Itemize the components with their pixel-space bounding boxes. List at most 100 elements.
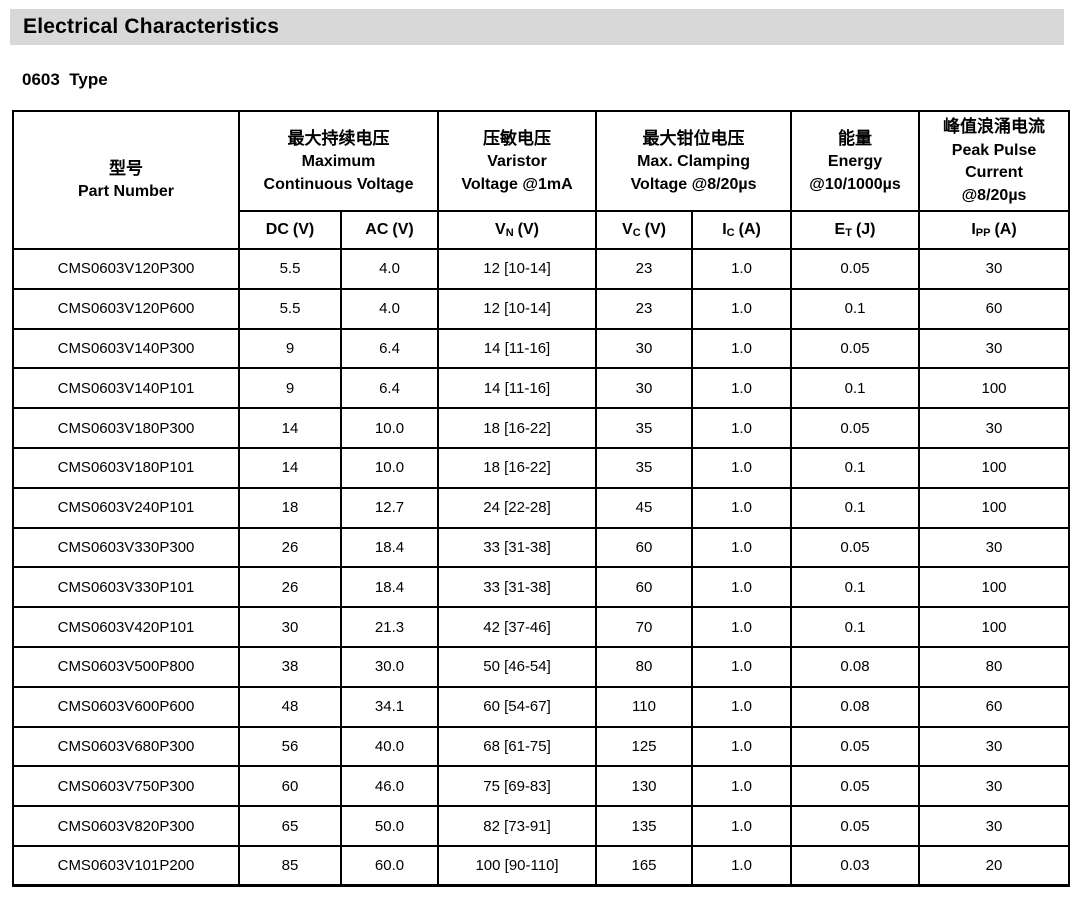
cell-ic: 1.0 [691,327,793,370]
cell-vc: 23 [595,248,694,290]
cell-dc: 85 [238,844,342,887]
cell-part: CMS0603V600P600 [12,685,240,728]
cell-ipp: 100 [918,486,1071,529]
cell-ic: 1.0 [691,765,793,808]
cell-et: 0.08 [790,685,921,728]
cell-dc: 26 [238,566,342,609]
subheader-vn: VN (V) [437,210,598,250]
cell-part: CMS0603V500P800 [12,645,240,688]
cell-part: CMS0603V101P200 [12,844,240,887]
cell-ac: 10.0 [339,407,440,449]
header-varistor-voltage: 压敏电压 Varistor Voltage @1mA [437,110,598,212]
cell-vc: 135 [595,805,694,847]
table-row: CMS0603V180P101 14 10.0 18 [16-22] 35 1.0 0.1 1… [12,446,1071,489]
cell-ic: 1.0 [691,446,793,489]
table-row: CMS0603V420P101 30 21.3 42 [37-46] 70 1.0 0.1 1… [12,606,1071,648]
cell-vc: 60 [595,566,694,609]
cell-ac: 21.3 [339,606,440,648]
cell-ic: 1.0 [691,407,793,449]
cell-part: CMS0603V750P300 [12,765,240,808]
header-max-clamping-voltage: 最大钳位电压 Max. Clamping Voltage @8/20µs [595,110,793,212]
cell-et: 0.05 [790,725,921,768]
type-subtitle: 0603 Type [22,70,108,89]
section-title-bar: Electrical Characteristics [10,9,1064,45]
table-row: CMS0603V680P300 56 40.0 68 [61-75] 125 1.0 0.0… [12,725,1071,768]
cell-ic: 1.0 [691,248,793,290]
header-part-number: 型号 Part Number [12,110,240,250]
cell-vn: 18 [16-22] [437,407,598,449]
cell-vn: 60 [54-67] [437,685,598,728]
cell-ac: 12.7 [339,486,440,529]
cell-dc: 26 [238,526,342,569]
cell-et: 0.05 [790,526,921,569]
header-max-continuous-voltage: 最大持续电压 Maximum Continuous Voltage [237,110,440,212]
cell-ac: 30.0 [339,645,440,688]
cell-et: 0.05 [790,407,921,449]
cell-dc: 56 [238,725,342,768]
cell-vc: 125 [595,725,694,768]
cell-ic: 1.0 [691,287,793,330]
header-group-row: 型号 Part Number 最大持续电压 Maximum Continuous… [12,110,1071,250]
cell-part: CMS0603V140P101 [12,367,240,410]
cell-vn: 14 [11-16] [437,327,598,370]
cell-vc: 60 [595,526,694,569]
cell-vc: 70 [595,606,694,648]
cell-vc: 80 [595,645,694,688]
cell-part: CMS0603V240P101 [12,486,240,529]
cell-ic: 1.0 [691,725,793,768]
subheader-vc: VC (V) [595,210,694,250]
table-row: CMS0603V140P300 9 6.4 14 [11-16] 30 1.0 0.05 30 [12,327,1071,370]
cell-vc: 35 [595,446,694,489]
cell-vn: 14 [11-16] [437,367,598,410]
cell-part: CMS0603V120P300 [12,248,240,290]
cell-et: 0.1 [790,367,921,410]
cell-part: CMS0603V180P101 [12,446,240,489]
cell-ac: 18.4 [339,566,440,609]
cell-dc: 48 [238,685,342,728]
cell-ipp: 30 [918,327,1071,370]
header-sub-row: DC (V) AC (V) VN (V) VC (V) IC (A) ET (J) IPP(… [13,210,1071,250]
cell-et: 0.05 [790,765,921,808]
table-row: CMS0603V120P600 5.5 4.0 12 [10-14] 23 1.0 0.1 6… [12,287,1071,330]
header-energy-en: Energy @10/1000µs [809,153,901,193]
cell-dc: 9 [238,367,342,410]
header-varistor-voltage-zh: 压敏电压 [483,128,552,148]
cell-ac: 4.0 [339,248,440,290]
cell-ipp: 20 [918,844,1071,887]
subheader-ic: IC (A) [691,210,793,250]
cell-ic: 1.0 [691,645,793,688]
cell-ipp: 100 [918,606,1071,648]
cell-vc: 165 [595,844,694,887]
table-row: CMS0603V500P800 38 30.0 50 [46-54] 80 1.0 0.08… [12,645,1071,688]
cell-ac: 50.0 [339,805,440,847]
table-row: CMS0603V120P300 5.5 4.0 12 [10-14] 23 1.0 0.05… [12,248,1071,290]
cell-vn: 12 [10-14] [437,248,598,290]
cell-dc: 5.5 [238,248,342,290]
header-max-clamping-voltage-zh: 最大钳位电压 [642,128,745,148]
cell-vn: 75 [69-83] [437,765,598,808]
cell-ipp: 30 [918,248,1071,290]
cell-et: 0.03 [790,844,921,887]
cell-dc: 5.5 [238,287,342,330]
cell-ic: 1.0 [691,606,793,648]
table-row: CMS0603V750P300 60 46.0 75 [69-83] 130 1.0 0.0… [12,765,1071,808]
header-max-continuous-voltage-en: Maximum Continuous Voltage [263,153,414,193]
cell-ipp: 30 [918,526,1071,569]
cell-et: 0.08 [790,645,921,688]
cell-ipp: 30 [918,765,1071,808]
table-row: CMS0603V330P300 26 18.4 33 [31-38] 60 1.0 0.05… [12,526,1071,569]
cell-dc: 18 [238,486,342,529]
table-row: CMS0603V600P600 48 34.1 60 [54-67] 110 1.0 0.0… [12,685,1071,728]
cell-part: CMS0603V330P101 [12,566,240,609]
cell-ipp: 30 [918,725,1071,768]
cell-dc: 14 [238,407,342,449]
header-part-number-zh: 型号 [109,158,143,178]
header-peak-pulse-current: 峰值浪涌电流 Peak Pulse Current @8/20µs [918,110,1071,212]
cell-vn: 12 [10-14] [437,287,598,330]
header-energy: 能量 Energy @10/1000µs [790,110,921,212]
cell-ic: 1.0 [691,844,793,887]
cell-ic: 1.0 [691,685,793,728]
cell-part: CMS0603V120P600 [12,287,240,330]
cell-et: 0.1 [790,446,921,489]
cell-vc: 23 [595,287,694,330]
